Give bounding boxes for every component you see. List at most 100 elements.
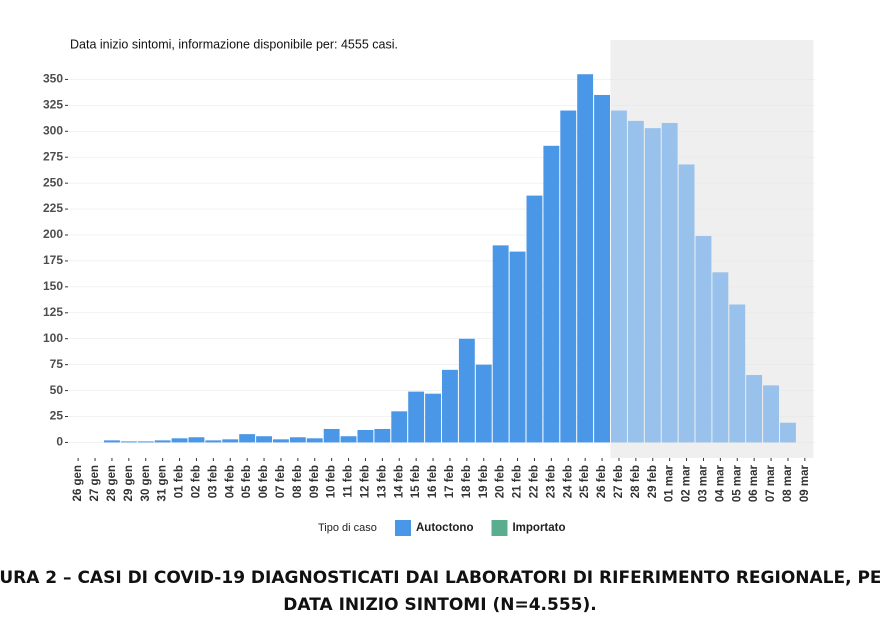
bar	[222, 439, 239, 443]
x-tick-label: 05 feb	[241, 465, 253, 498]
x-tick-label: 20 feb	[495, 465, 507, 498]
x-tick-label: 17 feb	[444, 465, 456, 498]
bar	[408, 391, 425, 443]
bar	[763, 385, 780, 443]
bar	[374, 428, 391, 443]
x-tick-label: 16 feb	[427, 465, 439, 498]
caption: DATA INIZIO SINTOMI (N=4.555).	[283, 595, 596, 615]
legend-label: Importato	[512, 522, 565, 534]
bar	[661, 122, 678, 443]
y-tick-label: 125	[43, 305, 63, 319]
bar	[543, 145, 560, 443]
y-tick-label: 50	[50, 383, 64, 397]
y-tick-label: 300	[43, 123, 63, 137]
bar	[509, 251, 526, 443]
bar	[154, 440, 171, 443]
bar	[340, 436, 357, 443]
x-tick-label: 10 feb	[326, 465, 338, 498]
bar	[306, 438, 323, 443]
shaded-region	[610, 40, 814, 458]
y-tick-label: 175	[43, 253, 63, 267]
legend-label: Autoctono	[416, 522, 473, 534]
bar	[273, 439, 289, 443]
x-tick-label: 28 gen	[106, 465, 118, 501]
x-tick-label: 09 feb	[309, 465, 321, 498]
x-tick-label: 04 feb	[224, 465, 236, 498]
x-tick-label: 25 feb	[579, 465, 591, 498]
x-tick-label: 03 feb	[207, 465, 219, 498]
bar	[780, 422, 796, 443]
bar	[323, 428, 340, 443]
x-tick-label: 29 gen	[123, 465, 135, 501]
bar	[256, 436, 272, 443]
bar	[627, 120, 644, 443]
y-tick-label: 250	[43, 175, 63, 189]
x-tick-label: 12 feb	[359, 465, 371, 498]
x-tick-label: 21 feb	[512, 465, 524, 498]
legend-swatch	[491, 520, 508, 536]
x-tick-label: 24 feb	[562, 465, 574, 498]
x-tick-label: 05 mar	[731, 464, 743, 502]
x-tick-label: 27 gen	[89, 465, 101, 501]
bar	[357, 429, 374, 443]
x-tick-label: 11 feb	[343, 465, 355, 498]
x-tick-label: 08 feb	[292, 465, 304, 498]
bar	[594, 94, 610, 443]
bar	[137, 441, 154, 443]
bar	[492, 245, 509, 443]
bar	[442, 369, 458, 443]
bar	[712, 272, 729, 443]
x-tick-label: 14 feb	[393, 465, 405, 498]
x-tick-label: 19 feb	[478, 465, 490, 498]
x-tick-label: 06 mar	[748, 464, 760, 502]
x-tick-label: 26 feb	[596, 465, 608, 498]
bar	[188, 437, 205, 443]
bar	[239, 434, 256, 443]
bar	[526, 195, 543, 443]
x-tick-label: 06 feb	[258, 465, 270, 498]
bar	[120, 441, 137, 443]
chart-title: Data inizio sintomi, informazione dispon…	[70, 37, 398, 51]
bar	[171, 438, 188, 443]
legend-title: Tipo di caso	[318, 522, 377, 534]
y-tick-label: 150	[43, 279, 63, 293]
x-tick-label: 13 feb	[376, 465, 388, 498]
bar	[560, 110, 577, 443]
y-tick-label: 200	[43, 227, 63, 241]
x-tick-label: 27 feb	[613, 465, 625, 498]
bar	[611, 110, 627, 443]
x-tick-label: 03 mar	[697, 464, 709, 502]
y-tick-label: 0	[56, 435, 63, 449]
y-tick-label: 100	[43, 331, 63, 345]
y-tick-label: 275	[43, 149, 63, 163]
y-tick-label: 25	[50, 409, 64, 423]
x-tick-label: 08 mar	[782, 464, 794, 502]
bar	[425, 393, 441, 443]
caption: GURA 2 – CASI DI COVID-19 DIAGNOSTICATI …	[0, 568, 880, 588]
bar	[475, 364, 492, 443]
y-tick-label: 325	[43, 98, 63, 112]
x-tick-label: 01 mar	[664, 464, 676, 502]
x-tick-label: 22 feb	[528, 465, 540, 498]
bar	[103, 440, 120, 443]
x-tick-label: 15 feb	[410, 465, 422, 498]
x-tick-label: 30 gen	[140, 465, 152, 501]
x-tick-label: 02 feb	[190, 465, 202, 498]
x-tick-label: 01 feb	[174, 465, 186, 498]
bar	[577, 74, 594, 443]
bar	[289, 437, 306, 443]
x-tick-label: 29 feb	[647, 465, 659, 498]
y-tick-label: 350	[43, 72, 63, 86]
bar	[391, 411, 408, 443]
bar	[729, 304, 746, 443]
y-tick-label: 225	[43, 201, 63, 215]
x-tick-label: 18 feb	[461, 465, 473, 498]
bar	[746, 375, 763, 443]
x-tick-label: 23 feb	[545, 465, 557, 498]
legend-swatch	[395, 520, 411, 536]
x-tick-label: 28 feb	[630, 465, 642, 498]
bar	[678, 164, 695, 443]
x-tick-label: 07 feb	[275, 465, 287, 498]
x-tick-label: 07 mar	[765, 464, 777, 502]
